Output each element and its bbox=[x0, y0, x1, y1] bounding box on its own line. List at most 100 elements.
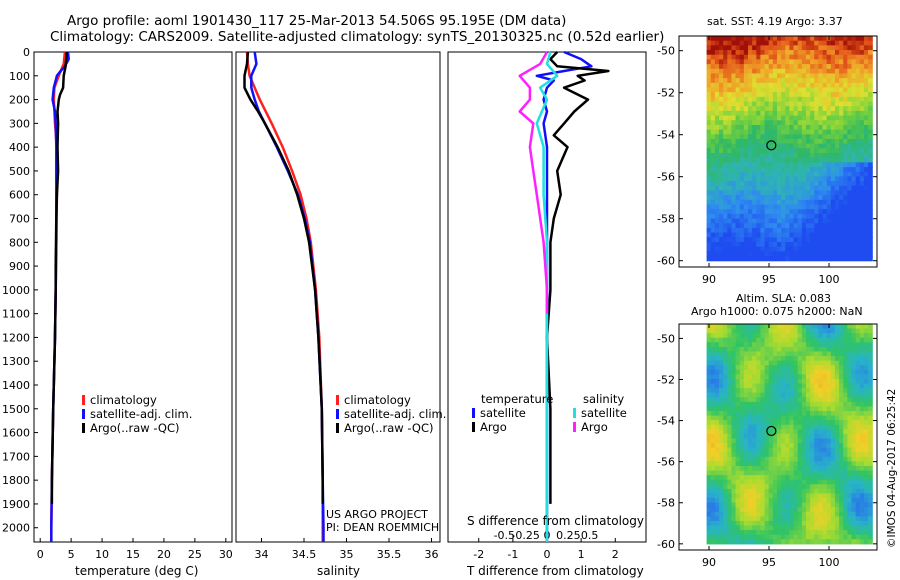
map-cell bbox=[847, 120, 853, 126]
map-cell bbox=[859, 374, 865, 380]
map-cell bbox=[785, 162, 790, 168]
map-cell bbox=[781, 392, 786, 398]
map-cell bbox=[855, 101, 861, 107]
x-tick-label: 0 bbox=[544, 548, 551, 561]
map-cell bbox=[710, 530, 716, 536]
map-cell bbox=[847, 181, 853, 187]
map-cell bbox=[810, 511, 815, 517]
map-cell bbox=[743, 511, 749, 517]
map-cell bbox=[714, 443, 720, 449]
map-cell bbox=[764, 195, 770, 201]
map-cell bbox=[868, 115, 873, 121]
map-cell bbox=[772, 415, 778, 421]
map-cell bbox=[834, 470, 840, 476]
map-cell bbox=[735, 498, 741, 504]
map-cell bbox=[735, 433, 741, 440]
map-cell bbox=[830, 433, 836, 440]
map-cell bbox=[748, 470, 753, 476]
map-cell bbox=[814, 87, 819, 93]
map-cell bbox=[810, 209, 815, 215]
map-cell bbox=[801, 251, 807, 257]
map-cell bbox=[814, 96, 819, 103]
map-cell bbox=[834, 73, 840, 79]
map-cell bbox=[756, 92, 762, 98]
map-cell bbox=[814, 36, 819, 42]
map-cell bbox=[748, 241, 753, 248]
map-cell bbox=[714, 378, 720, 385]
map-cell bbox=[818, 78, 824, 84]
map-cell bbox=[851, 383, 857, 389]
map-cell bbox=[868, 124, 873, 131]
map-cell bbox=[843, 40, 848, 46]
map-cell bbox=[785, 157, 790, 163]
map-cell bbox=[764, 392, 770, 398]
map-cell bbox=[731, 153, 737, 159]
map-cell bbox=[785, 369, 790, 375]
map-cell bbox=[710, 342, 716, 348]
map-cell bbox=[739, 365, 745, 371]
map-cell bbox=[739, 516, 745, 522]
map-cell bbox=[797, 199, 803, 206]
map-cell bbox=[801, 204, 807, 210]
map-cell bbox=[748, 388, 753, 394]
map-cell bbox=[805, 129, 811, 135]
map-cell bbox=[793, 232, 799, 238]
map-cell bbox=[863, 488, 869, 495]
map-cell bbox=[843, 475, 848, 481]
map-cell bbox=[739, 479, 745, 485]
map-cell bbox=[785, 525, 790, 531]
map-cell bbox=[706, 181, 712, 187]
map-cell bbox=[801, 167, 807, 173]
map-cell bbox=[756, 475, 762, 481]
map-cell bbox=[710, 232, 716, 238]
legend-swatch-argo-t bbox=[472, 422, 475, 432]
map-cell bbox=[863, 232, 869, 238]
map-cell bbox=[781, 40, 786, 46]
map-cell bbox=[764, 411, 770, 417]
map-cell bbox=[863, 256, 869, 262]
map-cell bbox=[801, 237, 807, 243]
map-cell bbox=[863, 378, 869, 385]
map-cell bbox=[797, 356, 803, 362]
map-cell bbox=[781, 82, 786, 89]
map-cell bbox=[719, 520, 724, 527]
map-cell bbox=[793, 96, 799, 103]
map-cell bbox=[797, 68, 803, 75]
map-cell bbox=[764, 420, 770, 426]
map-cell bbox=[706, 124, 712, 131]
map-cell bbox=[739, 199, 745, 206]
map-y-tick-label: -60 bbox=[657, 538, 675, 551]
map-cell bbox=[793, 78, 799, 84]
map-cell bbox=[797, 374, 803, 380]
map-cell bbox=[731, 82, 737, 89]
map-cell bbox=[843, 443, 848, 449]
map-cell bbox=[863, 223, 869, 229]
map-cell bbox=[834, 209, 840, 215]
map-cell bbox=[830, 218, 836, 224]
s-tick-label: 0.5 bbox=[581, 529, 599, 542]
map-cell bbox=[834, 223, 840, 229]
map-cell bbox=[810, 96, 815, 103]
map-cell bbox=[723, 356, 728, 362]
map-cell bbox=[847, 324, 853, 330]
map-cell bbox=[855, 539, 861, 545]
map-cell bbox=[793, 342, 799, 348]
map-cell bbox=[735, 488, 741, 495]
map-cell bbox=[752, 470, 757, 476]
map-cell bbox=[735, 465, 741, 472]
map-cell bbox=[739, 507, 745, 513]
map-cell bbox=[814, 45, 819, 51]
map-cell bbox=[764, 461, 770, 467]
map-cell bbox=[822, 124, 828, 131]
map-cell bbox=[764, 162, 770, 168]
map-cell bbox=[781, 92, 786, 98]
map-cell bbox=[776, 87, 782, 93]
map-cell bbox=[793, 195, 799, 201]
map-cell bbox=[748, 516, 753, 522]
map-cell bbox=[735, 153, 741, 159]
map-cell bbox=[797, 120, 803, 126]
map-cell bbox=[839, 199, 844, 206]
map-cell bbox=[756, 525, 762, 531]
map-cell bbox=[743, 461, 749, 467]
map-cell bbox=[805, 470, 811, 476]
